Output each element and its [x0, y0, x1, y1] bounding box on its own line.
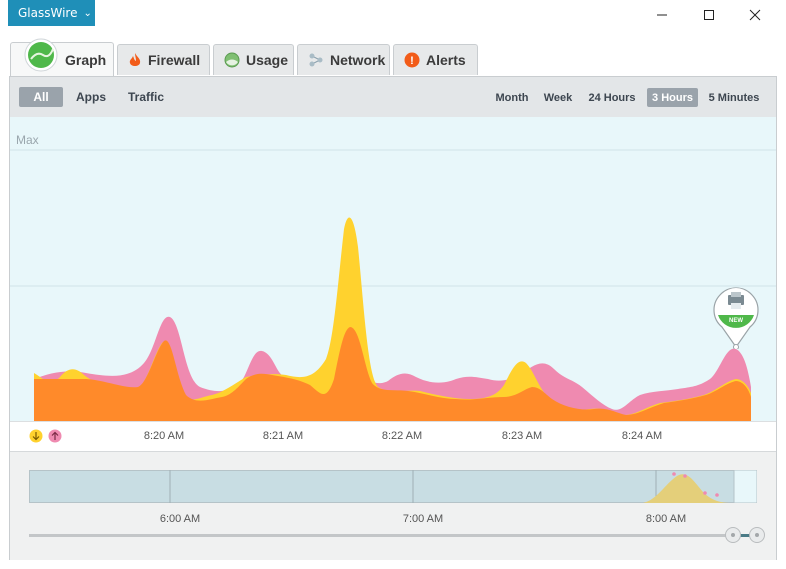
x-tick-label: 8:21 AM	[262, 430, 304, 442]
alert-icon: !	[404, 52, 420, 68]
x-tick-label: 8:24 AM	[621, 430, 663, 442]
timeline-scrollbar[interactable]	[29, 534, 733, 537]
range-3h-button[interactable]: 3 Hours	[647, 88, 698, 107]
filter-all-button[interactable]: All	[19, 87, 63, 107]
close-button[interactable]	[732, 0, 778, 30]
tab-label: Usage	[246, 52, 289, 68]
filter-apps-button[interactable]: Apps	[76, 90, 106, 104]
traffic-graph[interactable]	[10, 117, 776, 421]
timeline-scroll-range	[733, 534, 757, 537]
tab-network[interactable]: Network	[297, 44, 390, 75]
timeline-tick-label: 7:00 AM	[402, 513, 444, 525]
usage-icon	[224, 52, 240, 68]
download-arrow-icon[interactable]	[29, 428, 43, 447]
range-24h-button[interactable]: 24 Hours	[588, 91, 636, 104]
timeline-track[interactable]	[29, 470, 757, 503]
timeline-start-handle[interactable]	[725, 527, 741, 543]
app-title: GlassWire	[18, 6, 78, 20]
range-month-button[interactable]: Month	[495, 91, 529, 104]
timeline-traffic-area	[643, 474, 733, 503]
timeline-end-handle[interactable]	[749, 527, 765, 543]
tab-firewall[interactable]: Firewall	[117, 44, 210, 75]
minimize-icon	[657, 14, 667, 16]
alert-badge-text: !	[410, 55, 414, 67]
graph-icon	[23, 38, 59, 73]
app-alert-marker[interactable]: NEW	[712, 285, 760, 350]
tab-alerts[interactable]: ! Alerts	[393, 44, 478, 75]
timeline-tick-label: 6:00 AM	[159, 513, 201, 525]
tab-label: Alerts	[426, 52, 466, 68]
timeline-panel	[10, 451, 776, 560]
marker-badge: NEW	[729, 318, 743, 324]
timeline-svg	[169, 470, 757, 503]
x-tick-label: 8:23 AM	[501, 430, 543, 442]
flame-icon	[128, 52, 142, 68]
tab-usage[interactable]: Usage	[213, 44, 294, 75]
maximize-icon	[704, 10, 714, 20]
x-tick-label: 8:20 AM	[143, 430, 185, 442]
tab-label: Firewall	[148, 52, 201, 68]
tab-graph[interactable]: Graph	[10, 38, 114, 76]
close-icon	[749, 9, 761, 21]
range-week-button[interactable]: Week	[543, 91, 573, 104]
minimize-button[interactable]	[639, 0, 685, 30]
app-menu-button[interactable]: GlassWire ⌄	[8, 0, 95, 26]
tab-label: Network	[330, 52, 386, 68]
printer-icon	[728, 295, 744, 305]
network-icon	[308, 52, 324, 68]
overlap-area	[34, 327, 751, 421]
x-tick-label: 8:22 AM	[381, 430, 423, 442]
max-label: Max	[16, 133, 39, 147]
x-axis-bar	[10, 421, 776, 452]
chevron-down-icon: ⌄	[83, 7, 92, 19]
traffic-graph-svg	[10, 149, 776, 421]
marker-pin-svg: NEW	[713, 287, 759, 350]
filter-traffic-button[interactable]: Traffic	[127, 90, 164, 104]
timeline-tick-label: 8:00 AM	[645, 513, 687, 525]
upload-arrow-icon[interactable]	[48, 428, 62, 447]
range-5min-button[interactable]: 5 Minutes	[708, 91, 760, 104]
tab-label: Graph	[65, 51, 107, 68]
timeline-selection-window[interactable]	[733, 470, 757, 503]
maximize-button[interactable]	[686, 0, 732, 30]
